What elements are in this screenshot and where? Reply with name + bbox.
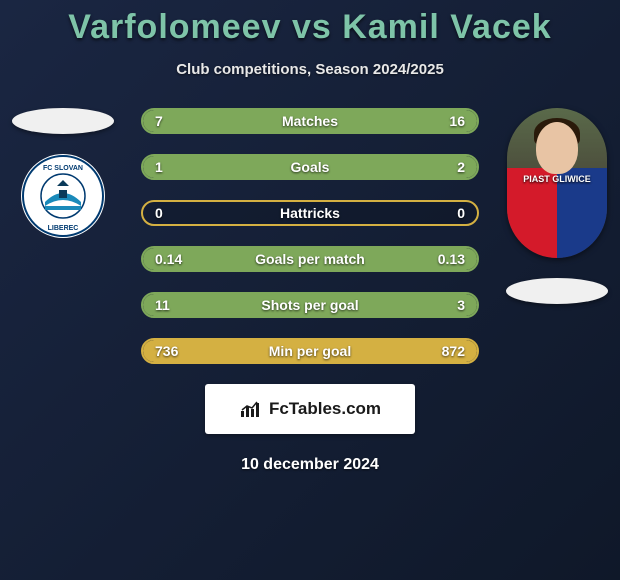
stat-row: 1Goals2 [141,154,479,180]
stat-label: Min per goal [143,343,477,359]
left-player-placeholder [12,108,114,134]
stat-row: 7Matches16 [141,108,479,134]
slovan-liberec-logo-icon: FC SLOVAN LIBEREC [21,154,105,238]
content: FC SLOVAN LIBEREC PIAST GLIWICE 7Matches… [0,108,620,364]
stat-value-right: 872 [442,343,465,359]
stat-row: 11Shots per goal3 [141,292,479,318]
footer-brand-text: FcTables.com [269,399,381,419]
stat-value-right: 0.13 [438,251,465,267]
left-column: FC SLOVAN LIBEREC [8,108,118,238]
stat-label: Goals [143,159,477,175]
subtitle: Club competitions, Season 2024/2025 [0,61,620,78]
stats-table: 7Matches16 1Goals2 0Hattricks0 0.14Goals pe… [141,108,479,364]
stat-value-right: 0 [457,205,465,221]
fctables-logo-icon [239,399,263,419]
right-player-photo: PIAST GLIWICE [507,108,607,258]
svg-text:LIBEREC: LIBEREC [48,225,79,232]
stat-value-right: 16 [449,113,465,129]
stat-label: Hattricks [143,205,477,221]
stat-row: 0Hattricks0 [141,200,479,226]
left-club-logo: FC SLOVAN LIBEREC [21,154,105,238]
svg-text:FC SLOVAN: FC SLOVAN [43,165,83,172]
stat-label: Goals per match [143,251,477,267]
stat-value-right: 2 [457,159,465,175]
stat-row: 736Min per goal872 [141,338,479,364]
stat-label: Shots per goal [143,297,477,313]
right-player-badge-text: PIAST GLIWICE [507,174,607,184]
stat-value-right: 3 [457,297,465,313]
right-column: PIAST GLIWICE [502,108,612,304]
stat-label: Matches [143,113,477,129]
stat-row: 0.14Goals per match0.13 [141,246,479,272]
page-title: Varfolomeev vs Kamil Vacek [0,0,620,47]
date-text: 10 december 2024 [0,456,620,474]
right-player-placeholder [506,278,608,304]
footer-brand-badge[interactable]: FcTables.com [205,384,415,434]
